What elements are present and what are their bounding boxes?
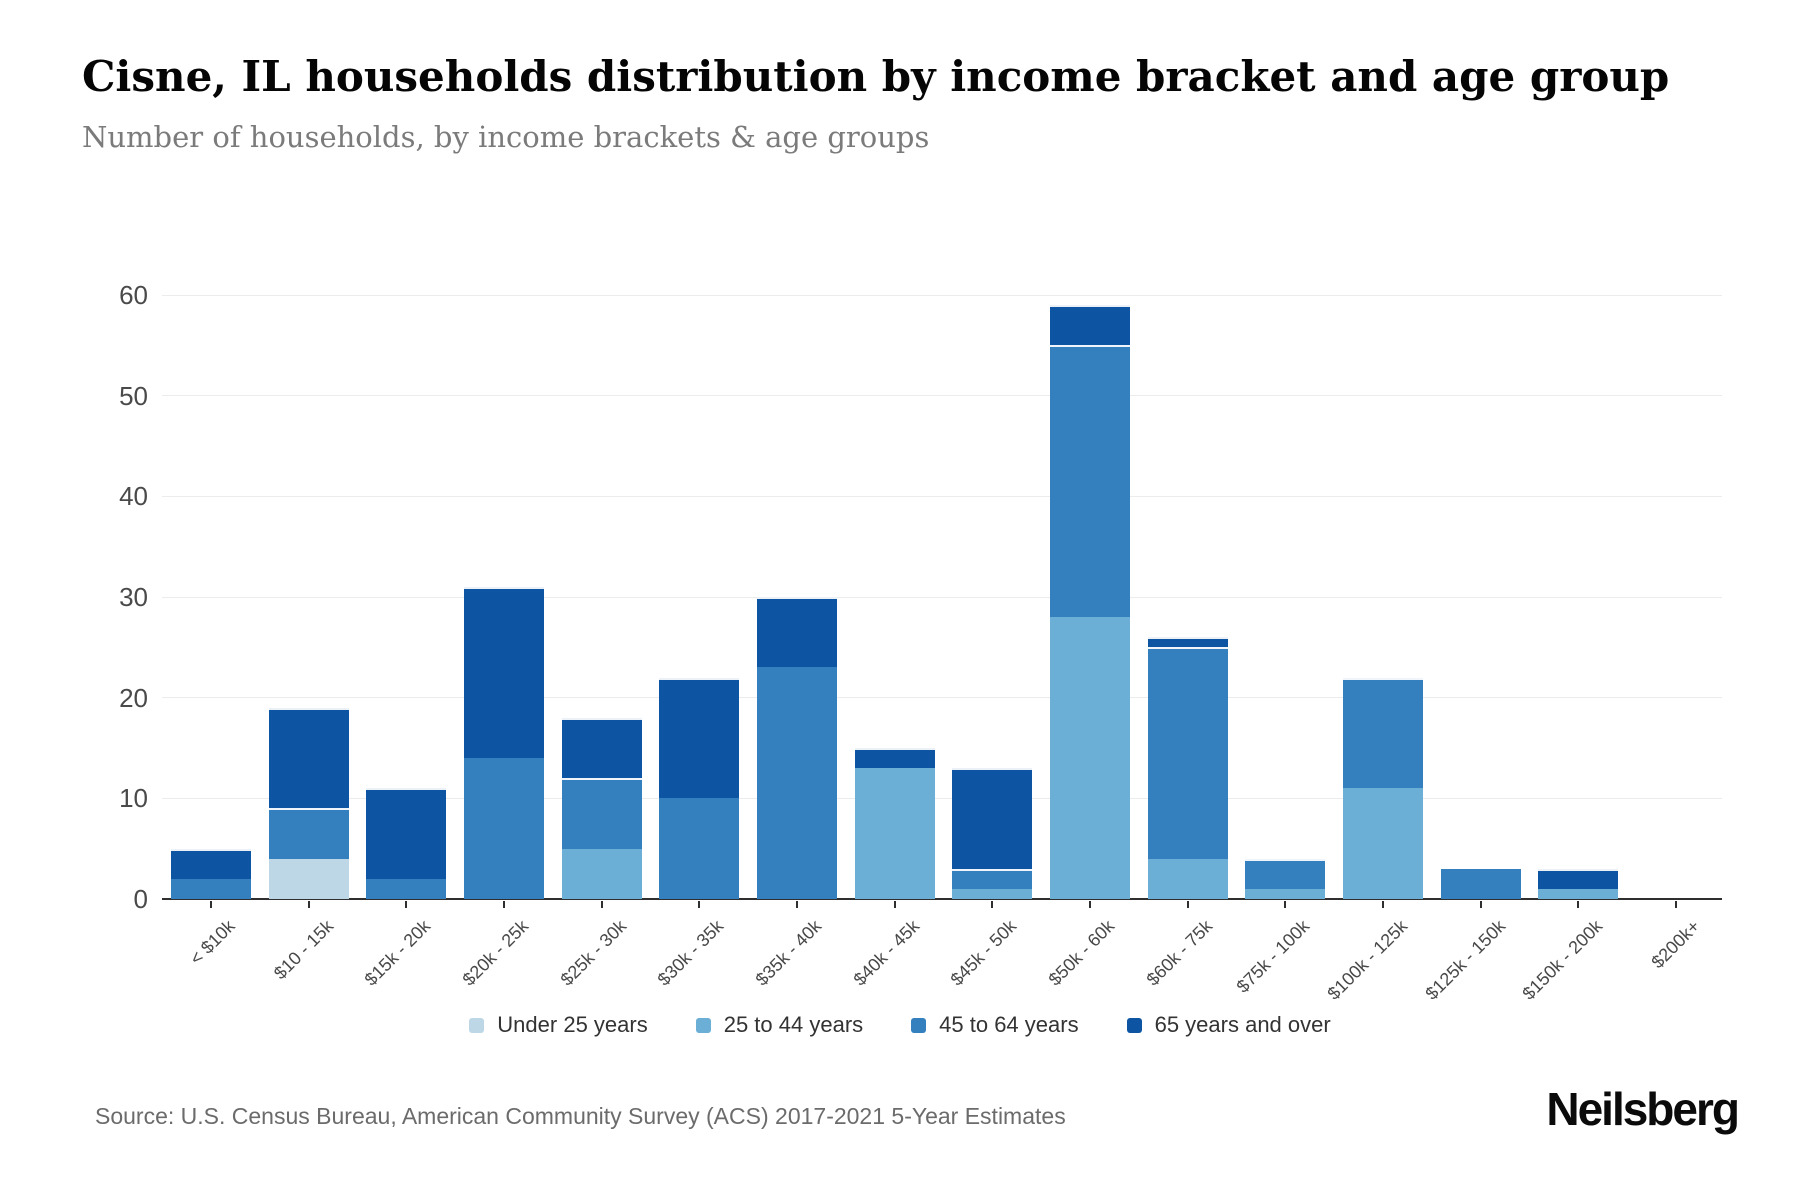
x-axis-tick-label: $100k - 125k: [1323, 916, 1412, 1004]
gridline: [162, 495, 1722, 497]
bar-segment-65-years-and-over[interactable]: [561, 717, 642, 779]
legend-item-25-to-44-years[interactable]: 25 to 44 years: [695, 1012, 864, 1038]
x-axis-tick-label: $35k - 40k: [751, 916, 826, 990]
legend-label: 45 to 64 years: [939, 1012, 1079, 1037]
bar-segment-65-years-and-over[interactable]: [171, 848, 251, 879]
x-axis-tick-label: $75k - 100k: [1232, 916, 1314, 997]
axis-tick: [210, 901, 212, 908]
bar-segment-45-to-64-years[interactable]: [171, 878, 251, 899]
bar-segment-65-years-and-over[interactable]: [756, 597, 837, 668]
legend-label: 25 to 44 years: [723, 1012, 864, 1037]
bar-segment-45-to-64-years[interactable]: [268, 808, 349, 859]
x-axis-tick-label: $30k - 35k: [653, 916, 728, 990]
y-axis-tick-label: 40: [119, 481, 148, 512]
bar-segment-45-to-64-years[interactable]: [463, 758, 544, 899]
legend-swatch: [469, 1017, 485, 1033]
y-axis-tick-label: 20: [119, 682, 148, 713]
y-axis-tick-label: 0: [133, 884, 148, 914]
axis-tick: [1381, 901, 1384, 908]
axis-tick: [795, 901, 798, 908]
legend-item-under-25-years[interactable]: Under 25 years: [469, 1012, 648, 1038]
gridline: [162, 596, 1722, 598]
x-axis-tick-label: $50k - 60k: [1044, 916, 1119, 990]
legend: Under 25 years 25 to 44 years 45 to 64 yea…: [0, 1012, 1800, 1038]
bar-segment-65-years-and-over[interactable]: [463, 586, 544, 759]
bar-segment-45-to-64-years[interactable]: [1147, 647, 1228, 859]
axis-tick: [600, 901, 603, 908]
bar-segment-45-to-64-years[interactable]: [366, 878, 447, 899]
legend-swatch: [1126, 1017, 1142, 1033]
bar-segment-65-years-and-over[interactable]: [268, 707, 349, 809]
bar-segment-45-to-64-years[interactable]: [1049, 345, 1130, 618]
bar-segment-65-years-and-over[interactable]: [366, 788, 447, 879]
bar-segment-65-years-and-over[interactable]: [1147, 637, 1228, 648]
gridline: [162, 697, 1722, 699]
bar-segment-65-years-and-over[interactable]: [952, 768, 1033, 869]
x-axis-tick-label: $125k - 150k: [1420, 916, 1509, 1004]
bar-segment-25-to-44-years[interactable]: [952, 888, 1033, 899]
bar-segment-25-to-44-years[interactable]: [854, 768, 935, 899]
axis-tick: [1479, 901, 1482, 908]
y-axis-tick-label: 60: [119, 280, 148, 311]
x-axis-tick-label: $200k+: [1647, 916, 1705, 973]
bar-segment-45-to-64-years[interactable]: [1342, 677, 1423, 789]
x-axis-tick-label: $60k - 75k: [1142, 916, 1216, 990]
axis-tick: [991, 901, 994, 908]
axis-tick: [1186, 901, 1189, 908]
axis-tick: [1674, 901, 1677, 908]
gridline: [162, 797, 1722, 799]
y-axis-tick-label: 10: [119, 783, 148, 814]
bar-segment-45-to-64-years[interactable]: [952, 868, 1033, 889]
source-note: Source: U.S. Census Bureau, American Com…: [95, 1103, 1066, 1129]
axis-tick: [1284, 901, 1287, 908]
x-axis-tick-label: $25k - 30k: [556, 916, 630, 990]
bar-segment-25-to-44-years[interactable]: [1147, 858, 1228, 899]
axis-tick: [1088, 901, 1091, 908]
bar-segment-45-to-64-years[interactable]: [756, 667, 837, 899]
x-axis-line: [162, 898, 1722, 900]
chart-subtitle: Number of households, by income brackets…: [82, 120, 930, 154]
legend-label: Under 25 years: [497, 1012, 648, 1037]
bar-segment-25-to-44-years[interactable]: [561, 848, 642, 899]
y-axis-tick-label: 50: [119, 380, 148, 411]
axis-tick: [307, 901, 310, 908]
axis-tick: [698, 901, 701, 908]
axis-tick: [1577, 901, 1580, 908]
bar-segment-25-to-44-years[interactable]: [1049, 617, 1130, 899]
brand-logo: Neilsberg: [1546, 1083, 1740, 1135]
axis-tick: [893, 901, 896, 908]
chart-title: Cisne, IL households distribution by inc…: [82, 52, 1670, 101]
x-axis-tick-label: $15k - 20k: [360, 916, 435, 990]
legend-item-65-years-and-over[interactable]: 65 years and over: [1126, 1012, 1331, 1038]
gridline: [162, 294, 1722, 296]
bar-segment-65-years-and-over[interactable]: [854, 748, 935, 769]
bar-segment-45-to-64-years[interactable]: [1440, 868, 1521, 899]
x-axis-tick-label: $45k - 50k: [946, 916, 1021, 990]
legend-swatch: [695, 1017, 711, 1033]
bar-segment-25-to-44-years[interactable]: [1342, 788, 1423, 899]
bar-segment-under-25-years[interactable]: [268, 858, 349, 899]
x-axis-tick-label: $20k - 25k: [458, 916, 533, 990]
bar-segment-45-to-64-years[interactable]: [1245, 858, 1326, 889]
x-axis-tick-label: $40k - 45k: [849, 916, 923, 990]
bar-segment-45-to-64-years[interactable]: [659, 798, 740, 899]
bar-segment-45-to-64-years[interactable]: [561, 778, 642, 849]
bar-segment-65-years-and-over[interactable]: [1049, 305, 1130, 346]
legend-swatch: [911, 1017, 927, 1033]
axis-tick: [405, 901, 408, 908]
x-axis-tick-label: < $10k: [186, 916, 240, 969]
bar-segment-65-years-and-over[interactable]: [659, 677, 740, 799]
y-axis-tick-label: 30: [119, 582, 148, 613]
legend-label: 65 years and over: [1154, 1012, 1331, 1037]
bar-segment-25-to-44-years[interactable]: [1538, 888, 1619, 899]
gridline: [162, 395, 1722, 397]
x-axis-tick-label: $150k - 200k: [1518, 916, 1607, 1004]
bar-segment-25-to-44-years[interactable]: [1245, 888, 1326, 899]
x-axis-tick-label: $10 - 15k: [269, 916, 337, 984]
axis-tick: [502, 901, 505, 908]
legend-item-45-to-64-years[interactable]: 45 to 64 years: [911, 1012, 1079, 1038]
bar-segment-65-years-and-over[interactable]: [1538, 868, 1619, 889]
